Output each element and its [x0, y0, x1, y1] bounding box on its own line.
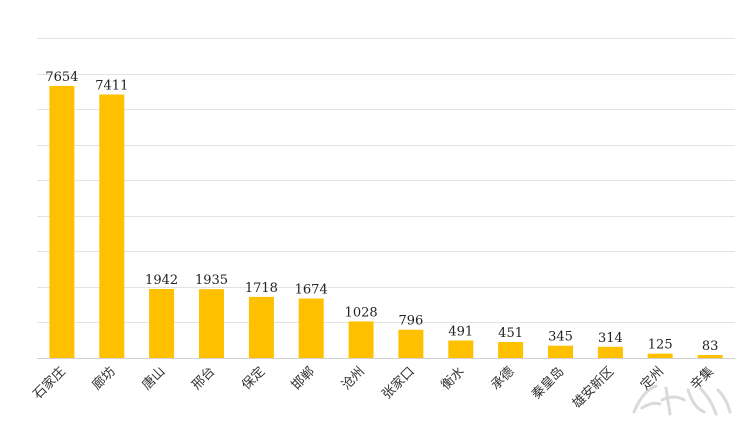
data-label: 796 — [398, 314, 423, 329]
value-labels: 7654 7411 1942 1935 1718 1674 1028 796 491 451 345… — [45, 70, 718, 354]
category-labels: 石家庄 廊坊 唐山 邢台 保定 邯郸 沧州 张家口 衡水 承德 秦皇岛 雄安新区 定州 辛集 — [30, 364, 717, 412]
data-label: 1942 — [145, 273, 178, 288]
data-label: 83 — [702, 339, 719, 354]
data-label: 314 — [598, 331, 623, 346]
gridlines — [37, 38, 735, 359]
category-label: 邢台 — [189, 364, 218, 393]
category-label: 唐山 — [139, 364, 169, 394]
category-label: 承德 — [488, 364, 517, 393]
category-label: 雄安新区 — [569, 364, 617, 412]
category-label: 衡水 — [439, 364, 468, 393]
bar — [348, 321, 374, 358]
category-label: 邯郸 — [289, 364, 318, 393]
data-label: 125 — [648, 338, 673, 353]
data-label: 345 — [548, 330, 573, 345]
bar — [248, 296, 274, 358]
category-label: 沧州 — [338, 364, 368, 394]
category-label: 保定 — [239, 364, 268, 393]
data-label: 1674 — [295, 283, 328, 298]
bar — [647, 353, 673, 358]
data-label: 1718 — [245, 281, 278, 296]
category-label: 秦皇岛 — [528, 364, 567, 403]
bar — [597, 346, 623, 358]
bar — [448, 340, 474, 358]
data-label: 451 — [498, 326, 523, 341]
bar — [298, 298, 324, 358]
data-label: 491 — [448, 325, 473, 340]
data-label: 7654 — [45, 70, 78, 85]
category-label: 石家庄 — [30, 364, 69, 403]
category-label: 廊坊 — [89, 364, 119, 394]
bar — [149, 289, 175, 358]
bar — [548, 345, 573, 358]
data-label: 1935 — [195, 273, 228, 288]
bars — [49, 85, 723, 359]
category-label: 张家口 — [379, 364, 418, 403]
data-label: 7411 — [95, 79, 128, 94]
bar — [398, 329, 424, 358]
data-label: 1028 — [345, 305, 378, 320]
bar — [697, 355, 723, 358]
bar — [49, 85, 75, 359]
bar — [498, 342, 524, 358]
bar — [199, 289, 224, 358]
bar — [99, 94, 125, 358]
watermark-icon — [632, 384, 732, 416]
